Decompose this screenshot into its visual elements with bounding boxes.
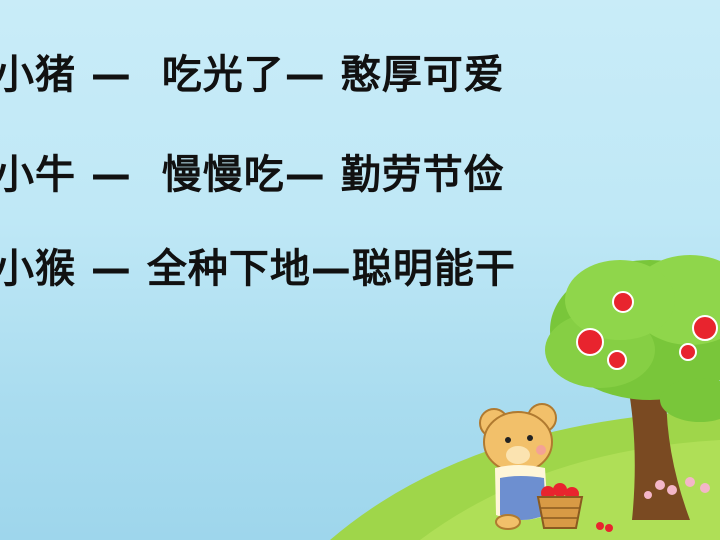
animal-name: 小牛 — [0, 152, 76, 198]
separator: — — [76, 246, 147, 292]
teddy-bear-illustration — [479, 403, 557, 530]
separator: — — [284, 52, 341, 98]
action-text: 慢慢吃 — [161, 152, 285, 198]
text-line-pig: 小猪 — 吃光了— 憨厚可爱 — [0, 42, 505, 100]
action-text: 吃光了 — [161, 52, 285, 98]
action-text: 全种下地 — [146, 246, 311, 292]
animal-name: 小猪 — [0, 52, 76, 98]
separator: — — [76, 152, 162, 198]
animal-name: 小猴 — [0, 246, 76, 292]
separator: — — [284, 152, 341, 198]
text-line-ox: 小牛 — 慢慢吃— 勤劳节俭 — [0, 142, 505, 200]
apple-tree-illustration — [545, 255, 720, 520]
separator: — — [310, 246, 352, 292]
trait-text: 聪明能干 — [351, 246, 516, 292]
separator: — — [76, 52, 162, 98]
trait-text: 憨厚可爱 — [340, 52, 505, 98]
fruit-basket-illustration — [536, 483, 613, 532]
text-line-monkey: 小猴 — 全种下地—聪明能干 — [0, 236, 516, 294]
trait-text: 勤劳节俭 — [340, 152, 505, 198]
flowers — [644, 477, 710, 499]
